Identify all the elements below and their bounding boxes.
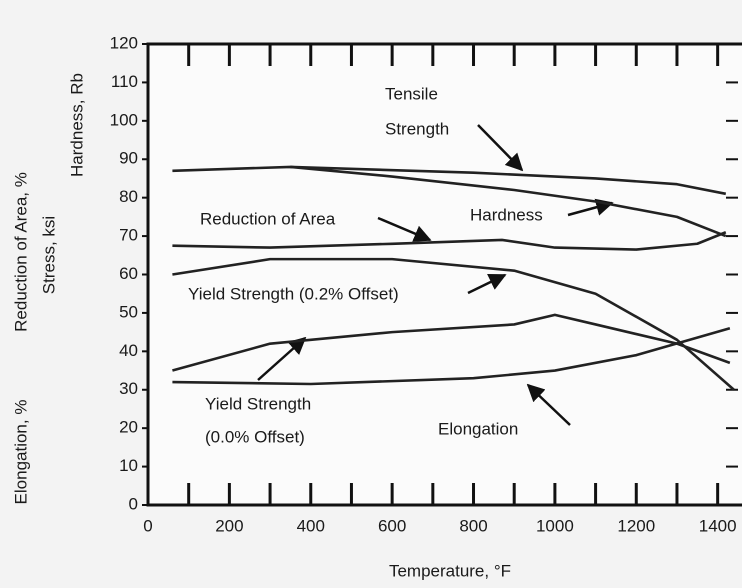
y-axis-title: Hardness, Rb	[67, 73, 86, 177]
x-tick-label: 1200	[617, 516, 655, 535]
annotation: Hardness	[470, 205, 543, 224]
x-tick-label: 400	[297, 516, 325, 535]
annotation: Strength	[385, 119, 449, 138]
y-tick-label: 80	[119, 187, 138, 206]
series-line	[172, 165, 727, 196]
y-tick-label: 20	[119, 418, 138, 437]
y-tick-label: 40	[119, 341, 138, 360]
y-tick-label: 100	[110, 110, 138, 129]
y-tick-label: 110	[111, 72, 138, 91]
series-line	[290, 165, 727, 238]
y-axis-title: Elongation, %	[11, 400, 30, 505]
y-tick-label: 0	[129, 494, 138, 513]
y-axis-title: Stress, ksi	[39, 216, 58, 294]
x-tick-label: 0	[143, 516, 152, 535]
annotation: Yield Strength	[205, 394, 311, 413]
series-line	[172, 231, 727, 251]
arrows	[257, 124, 614, 426]
series-line	[172, 313, 731, 372]
x-tick-label: 600	[378, 516, 406, 535]
x-tick-label: 200	[215, 516, 243, 535]
annotation: Yield Strength (0.2% Offset)	[188, 284, 399, 303]
y-tick-label: 30	[119, 379, 138, 398]
series-line	[172, 327, 731, 386]
y-axis-title: Reduction of Area, %	[11, 172, 30, 332]
y-tick-label: 90	[119, 149, 138, 168]
series-line	[172, 257, 735, 391]
plot-frame	[146, 42, 742, 507]
y-tick-label: 120	[110, 33, 138, 52]
annotation: Tensile	[385, 84, 438, 103]
y-tick-label: 70	[119, 226, 138, 245]
y-tick-label: 50	[119, 302, 138, 321]
annotation: Reduction of Area	[200, 209, 336, 228]
annotation: (0.0% Offset)	[205, 427, 305, 446]
x-tick-label: 1000	[536, 516, 574, 535]
annotation: Elongation	[438, 419, 518, 438]
y-tick-label: 10	[119, 456, 138, 475]
y-tick-label: 60	[119, 264, 138, 283]
x-tick-label: 800	[459, 516, 487, 535]
x-tick-label: 1400	[699, 516, 737, 535]
x-axis-title: Temperature, °F	[389, 561, 511, 580]
